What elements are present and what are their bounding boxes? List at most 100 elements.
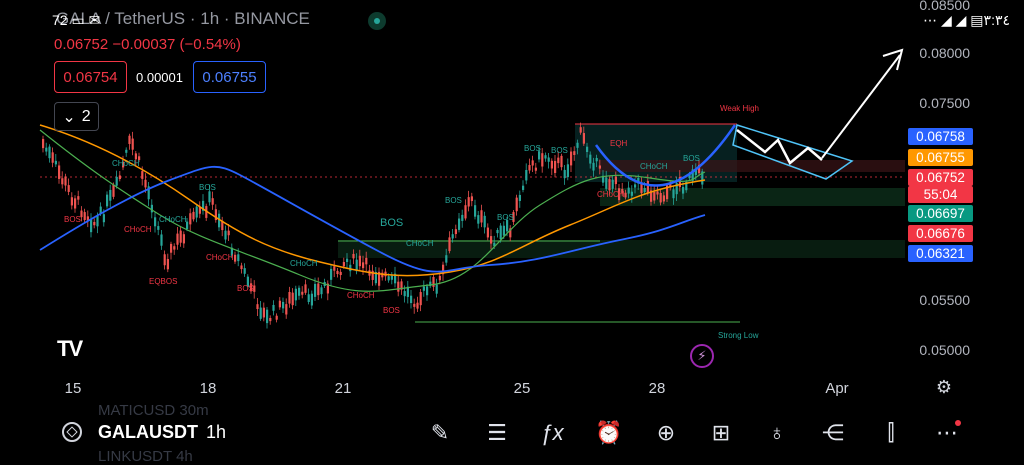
candle-body <box>522 185 525 190</box>
candle-body <box>566 164 569 178</box>
candle-body <box>112 184 115 197</box>
share-icon[interactable]: ⋲ <box>822 420 844 445</box>
indicator-count: 2 <box>81 107 91 125</box>
candle-body <box>269 317 272 322</box>
candle-body <box>150 204 153 213</box>
candle-body <box>630 191 633 196</box>
candle-body <box>243 268 246 274</box>
spread-value: 0.00001 <box>136 69 183 85</box>
candle-body <box>70 197 73 206</box>
candle-body <box>403 291 406 297</box>
indicators-toggle-button[interactable]: ⌄ 2 <box>54 102 99 131</box>
candle-body <box>301 291 304 295</box>
label-eqbos: EQBOS <box>149 277 177 286</box>
alert-clock-icon[interactable]: ⏰ <box>595 420 623 445</box>
time-axis-label: 15 <box>64 380 82 397</box>
candle-body <box>634 184 637 188</box>
candle-body <box>464 205 467 219</box>
gear-icon[interactable]: ⚙ <box>935 377 953 397</box>
candle-body <box>483 215 486 228</box>
candle-body <box>563 169 566 179</box>
lightning-icon[interactable]: ⚡ <box>690 344 714 368</box>
candle-body <box>93 221 96 226</box>
candle-body <box>534 167 537 171</box>
candle-body <box>272 304 275 311</box>
candle-body <box>138 156 141 161</box>
candle-body <box>544 155 547 159</box>
last-price: 0.06752 <box>54 36 109 53</box>
buy-button[interactable]: 0.06755 <box>193 61 266 93</box>
candle-body <box>528 165 531 171</box>
candle-body <box>218 213 221 228</box>
candle-body <box>176 233 179 245</box>
candle-body <box>493 242 496 247</box>
candle-body <box>109 189 112 201</box>
more-menu-icon[interactable]: ⋯ <box>936 420 958 445</box>
candle-body <box>83 212 86 221</box>
candle-body <box>182 234 185 244</box>
pencil-icon[interactable]: ✎ <box>430 420 450 445</box>
lightbulb-icon[interactable]: ♁ <box>768 420 786 445</box>
label-bos-3: BOS <box>237 284 254 293</box>
candle-body <box>656 191 659 195</box>
candle-body <box>163 254 166 266</box>
price-chart[interactable]: Weak High Strong Low EQH EQBOS BOS BOS B… <box>0 0 1024 400</box>
symbol-title[interactable]: GALA / TetherUS · 1h · BINANCE <box>56 9 310 28</box>
label-bos-7: BOS <box>497 213 514 222</box>
candle-body <box>589 154 592 164</box>
candle-body <box>643 187 646 193</box>
candle-body <box>653 191 656 201</box>
label-choch-6: CHoCH <box>406 239 434 248</box>
toolbar-timeframe[interactable]: 1h <box>206 422 227 442</box>
candle-body <box>592 162 595 171</box>
notification-dot <box>955 420 961 426</box>
label-bos-5: BOS <box>383 306 400 315</box>
candle-body <box>621 188 624 194</box>
candle-body <box>259 307 262 319</box>
candle-body <box>230 247 233 256</box>
candle-body <box>502 225 505 236</box>
candle-body <box>477 215 480 224</box>
time-axis-label: 25 <box>513 380 531 397</box>
candle-body <box>506 219 509 232</box>
candle-body <box>531 160 534 166</box>
candle-body <box>294 288 297 301</box>
candle-body <box>128 135 131 144</box>
price-tag-ma-orange: 0.06676 <box>908 225 973 242</box>
candle-body <box>282 301 285 309</box>
candle-body <box>582 133 585 144</box>
candle-body <box>358 255 361 267</box>
toolbar-symbol[interactable]: GALAUSDT <box>98 422 198 442</box>
candle-body <box>96 215 99 227</box>
indicators-icon[interactable]: ƒx <box>540 420 564 445</box>
candle-body <box>134 153 137 160</box>
breakout-arrow <box>821 54 901 159</box>
candle-body <box>637 177 640 184</box>
candle-body <box>118 175 121 180</box>
price-tag-ma-blue: 0.06758 <box>908 128 973 145</box>
label-weak-high: Weak High <box>720 104 759 113</box>
candle-body <box>486 227 489 238</box>
time-axis-label: 21 <box>334 380 352 397</box>
sell-button[interactable]: 0.06754 <box>54 61 127 93</box>
object-tree-icon[interactable]: ☰ <box>487 420 507 445</box>
add-icon[interactable]: ⊕ <box>656 420 676 445</box>
candle-body <box>400 281 403 290</box>
price-axis-label: 0.05500 <box>919 292 970 308</box>
candle-body <box>320 287 323 295</box>
candle-body <box>675 182 678 195</box>
candle-body <box>499 225 502 240</box>
candle-body <box>304 284 307 293</box>
price-tag-ask: 0.06755 <box>908 149 973 166</box>
time-axis-label: Apr <box>825 380 849 397</box>
candle-body <box>525 169 528 181</box>
candle-body <box>387 276 390 281</box>
candle-chart-icon[interactable]: ⫿ <box>887 420 895 445</box>
candle-body <box>173 246 176 250</box>
candle-body <box>678 177 681 188</box>
candle-body <box>355 259 358 272</box>
candle-body <box>614 176 617 185</box>
candle-body <box>48 146 51 159</box>
layouts-grid-icon[interactable]: ⊞ <box>711 420 731 445</box>
